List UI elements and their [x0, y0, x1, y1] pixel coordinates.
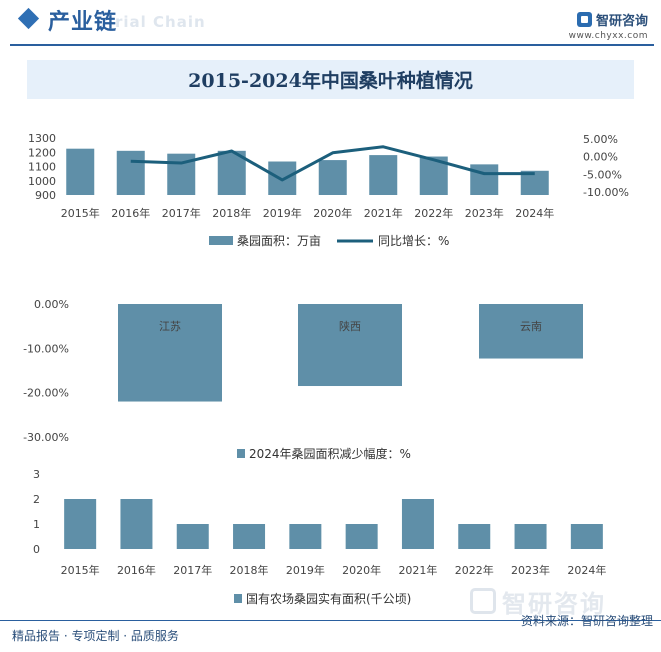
- footer-divider: [0, 620, 661, 621]
- area-bar: [369, 155, 398, 195]
- x-axis-tick-label: 2015年: [61, 563, 100, 577]
- x-axis-tick-label: 2017年: [173, 563, 212, 577]
- decline-bar: [118, 304, 222, 402]
- farm-area-bar: [233, 524, 266, 549]
- legend-label-farm: 国有农场桑园实有面积(千公顷): [246, 591, 411, 606]
- brand-name: 智研咨询: [595, 14, 648, 29]
- left-axis-tick-label: 1000: [28, 175, 56, 188]
- farm-area-bar: [176, 524, 209, 549]
- watermark-text: 智研咨询: [502, 589, 606, 618]
- footer-source: 资料来源：智研咨询整理: [520, 614, 653, 628]
- decline-bar: [298, 304, 402, 387]
- farm-area-bar: [345, 524, 378, 549]
- category-label: 陕西: [339, 319, 361, 333]
- x-axis-tick-label: 2023年: [511, 563, 550, 577]
- farm-area-bar: [570, 524, 603, 549]
- chart-title-bar: 2015-2024年中国桑叶种植情况: [27, 60, 634, 99]
- x-axis-tick-label: 2016年: [111, 206, 150, 220]
- category-label: 江苏: [159, 320, 181, 333]
- x-axis-tick-label: 2018年: [230, 563, 269, 577]
- farm-area-bar: [64, 499, 97, 549]
- left-axis-tick-label: 900: [35, 189, 56, 202]
- area-bar: [116, 150, 145, 195]
- x-axis-tick-label: 2024年: [567, 563, 606, 577]
- y-axis-tick-label: 0: [33, 543, 40, 556]
- decline-bar: [479, 304, 583, 359]
- legend-label-area: 桑园面积：万亩: [237, 233, 321, 248]
- watermark-logo-icon: [470, 588, 496, 614]
- y-axis-tick-label: -10.00%: [23, 342, 69, 355]
- legend-label-decline: 2024年桑园面积减少幅度：%: [249, 446, 411, 461]
- right-axis-tick-label: 0.00%: [583, 151, 618, 164]
- right-axis-tick-label: -5.00%: [583, 168, 622, 181]
- x-axis-tick-label: 2019年: [286, 563, 325, 577]
- area-bar: [318, 160, 347, 195]
- page-header: 产业链 rial Chain 智研咨询 www.chyxx.com: [0, 0, 661, 44]
- x-axis-tick-label: 2022年: [455, 563, 494, 577]
- farm-area-bar: [401, 499, 434, 549]
- left-axis-tick-label: 1300: [28, 132, 56, 145]
- right-axis-tick-label: -10.00%: [583, 186, 629, 199]
- farm-area-bar: [514, 524, 547, 549]
- x-axis-tick-label: 2020年: [313, 206, 352, 220]
- left-axis-tick-label: 1200: [28, 146, 56, 159]
- area-bar: [268, 161, 297, 195]
- right-axis-tick-label: 5.00%: [583, 133, 618, 146]
- legend-label-growth: 同比增长：%: [378, 234, 449, 248]
- legend-swatch-bar: [209, 236, 233, 245]
- y-axis-tick-label: 3: [33, 468, 40, 481]
- legend-swatch-farm: [234, 594, 242, 603]
- area-bar: [66, 148, 95, 195]
- x-axis-tick-label: 2017年: [162, 206, 201, 220]
- x-axis-tick-label: 2019年: [263, 206, 302, 220]
- brand-url: www.chyxx.com: [568, 31, 648, 41]
- brand-logo-icon: [576, 12, 592, 27]
- growth-line: [130, 145, 535, 182]
- x-axis-tick-label: 2021年: [398, 563, 437, 577]
- x-axis-tick-label: 2024年: [515, 206, 554, 220]
- y-axis-tick-label: 2: [33, 493, 40, 506]
- area-bar: [217, 150, 246, 195]
- legend-swatch-decline: [237, 449, 245, 458]
- x-axis-tick-label: 2021年: [364, 206, 403, 220]
- left-axis-tick-label: 1100: [28, 161, 56, 174]
- x-axis-tick-label: 2018年: [212, 206, 251, 220]
- farm-area-bar: [120, 499, 153, 549]
- header-divider: [10, 44, 654, 46]
- farm-area-bar: [289, 524, 322, 549]
- y-axis-tick-label: 1: [33, 518, 40, 531]
- x-axis-tick-label: 2023年: [465, 206, 504, 220]
- area-bar: [470, 164, 499, 195]
- x-axis-tick-label: 2022年: [414, 206, 453, 220]
- y-axis-tick-label: -30.00%: [23, 431, 69, 444]
- watermark-logo: 智研咨询: [470, 585, 660, 618]
- x-axis-tick-label: 2015年: [61, 206, 100, 220]
- farm-area-bar: [458, 524, 491, 549]
- x-axis-tick-label: 2020年: [342, 563, 381, 577]
- chart-title: 2015-2024年中国桑叶种植情况: [188, 70, 473, 92]
- section-title: 产业链: [48, 10, 118, 35]
- y-axis-tick-label: 0.00%: [34, 298, 69, 311]
- x-axis-tick-label: 2016年: [117, 563, 156, 577]
- brand: 智研咨询 www.chyxx.com: [569, 10, 648, 41]
- footer-tagline: 精品报告 · 专项定制 · 品质服务: [12, 629, 179, 643]
- header-watermark: rial Chain: [115, 13, 206, 31]
- category-label: 云南: [520, 320, 542, 333]
- y-axis-tick-label: -20.00%: [23, 387, 69, 400]
